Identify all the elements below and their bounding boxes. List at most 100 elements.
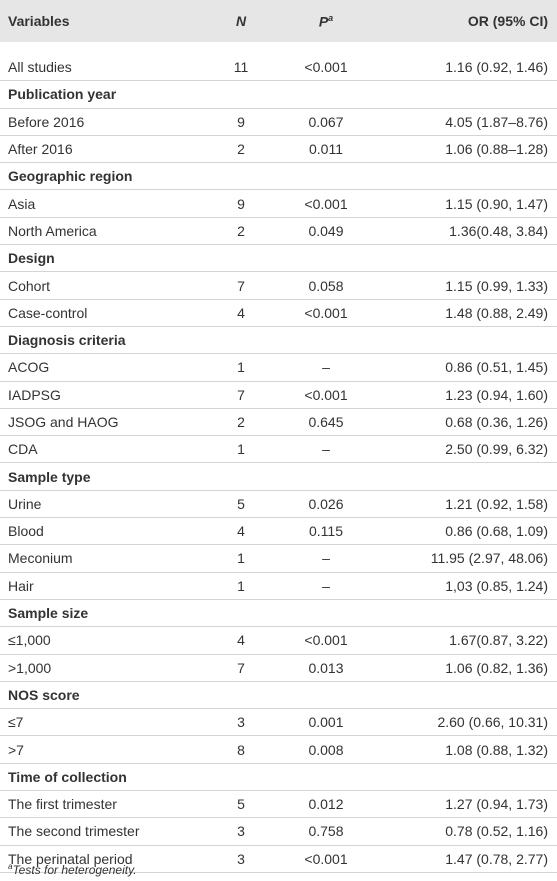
header-cell: Variables [0, 0, 198, 42]
cell: ≤7 [8, 714, 24, 731]
cell: 9 [237, 195, 245, 212]
cell: 7 [237, 277, 245, 294]
cell: 2.60 (0.66, 10.31) [437, 714, 548, 731]
cell: 0.049 [308, 222, 344, 239]
cell: 1.27 (0.94, 1.73) [445, 796, 548, 813]
header-text: OR (95% CI) [467, 13, 548, 29]
header-cell: N [198, 0, 284, 42]
cell: 11 [233, 59, 249, 76]
cell: 4 [237, 304, 245, 321]
data-row: ≤1,000 4 <0.001 1.67(0.87, 3.22) [0, 627, 557, 655]
footnote: aTests for heterogeneity. [8, 862, 137, 877]
section-row: Design [0, 245, 557, 272]
cell: – [322, 441, 330, 458]
cell: All studies [8, 59, 72, 76]
cell: 3 [237, 714, 245, 731]
header-cell: Pa [284, 0, 368, 42]
cell: The first trimester [8, 796, 117, 813]
cell: 1.47 (0.78, 2.77) [445, 850, 548, 867]
cell: 0.001 [308, 714, 344, 731]
cell: 0.115 [309, 523, 343, 540]
data-row: Asia 9 <0.001 1.15 (0.90, 1.47) [0, 190, 557, 218]
header-text: P [318, 13, 329, 30]
cell: 0.008 [308, 741, 344, 758]
cell: 1.67(0.87, 3.22) [449, 632, 548, 649]
cell: The perinatal period [8, 850, 133, 867]
section-label: Diagnosis criteria [8, 332, 126, 349]
cell: Asia [8, 195, 36, 212]
cell: Meconium [8, 550, 73, 567]
data-row: The second trimester 3 0.758 0.78 (0.52, 1.… [0, 818, 557, 846]
cell: Urine [8, 495, 42, 512]
cell: >7 [8, 741, 24, 758]
cell: 8 [237, 741, 245, 758]
cell: – [322, 359, 330, 376]
cell: 1.06 (0.88–1.28) [445, 141, 548, 158]
cell: 2 [237, 414, 245, 430]
section-label: Time of collection [8, 768, 127, 785]
cell: Case-control [8, 304, 88, 321]
cell: 0.012 [308, 796, 344, 813]
cell: 0.013 [308, 659, 344, 676]
data-row: The perinatal period 3 <0.001 1.47 (0.78, 2… [0, 845, 557, 873]
data-row: Hair 1 – 1,03 (0.85, 1.24) [0, 572, 557, 600]
cell: Hair [8, 577, 34, 594]
section-row: Geographic region [0, 163, 557, 190]
data-row: Cohort 7 0.058 1.15 (0.99, 1.33) [0, 272, 557, 300]
cell: 0.86 (0.51, 1.45) [445, 359, 548, 376]
data-row: JSOG and HAOG 2 0.645 0.68 (0.36, 1.26) [0, 408, 557, 436]
cell: <0.001 [304, 304, 348, 321]
cell: – [322, 577, 330, 594]
section-label: Design [8, 250, 55, 267]
cell: 1 [237, 441, 245, 458]
data-row: Urine 5 0.026 1.21 (0.92, 1.58) [0, 490, 557, 518]
cell: 5 [237, 495, 245, 512]
cell: 3 [237, 850, 245, 867]
cell: 7 [237, 386, 245, 403]
section-row: Publication year [0, 81, 557, 109]
cell: Cohort [8, 277, 51, 294]
data-row: Case-control 4 <0.001 1.48 (0.88, 2.49) [0, 299, 557, 327]
header-superscript: a [328, 12, 334, 23]
cell: 0.058 [308, 277, 344, 294]
cell: 2 [237, 141, 245, 158]
cell: 1.23 (0.94, 1.60) [445, 386, 548, 403]
cell: >1,000 [8, 659, 52, 676]
cell: ≤1,000 [8, 632, 51, 649]
cell: 1.08 (0.88, 1.32) [445, 741, 548, 758]
cell: 4 [237, 523, 245, 540]
cell: <0.001 [304, 386, 348, 403]
cell: 4 [237, 632, 245, 649]
section-label: Geographic region [8, 168, 133, 185]
cell: 11.95 (2.97, 48.06) [430, 550, 548, 567]
cell: JSOG and HAOG [8, 414, 119, 430]
data-row: CDA 1 – 2.50 (0.99, 6.32) [0, 436, 557, 463]
cell: 0.067 [308, 113, 344, 130]
data-row: IADPSG 7 <0.001 1.23 (0.94, 1.60) [0, 381, 557, 409]
cell: <0.001 [304, 850, 348, 867]
data-row: Meconium 1 – 11.95 (2.97, 48.06) [0, 545, 557, 573]
cell: CDA [8, 441, 38, 458]
footnote-text: Tests for heterogeneity. [12, 863, 137, 877]
cell: 0.011 [309, 141, 343, 158]
section-label: Publication year [8, 86, 117, 103]
table-body: All studies 11 <0.001 1.16 (0.92, 1.46) Publ… [0, 42, 557, 873]
data-row: Blood 4 0.115 0.86 (0.68, 1.09) [0, 518, 557, 545]
cell: 0.68 (0.36, 1.26) [445, 414, 548, 430]
cell: 1.06 (0.82, 1.36) [445, 659, 548, 676]
cell: 1.21 (0.92, 1.58) [445, 495, 548, 512]
cell: North America [8, 222, 97, 239]
section-row: Sample size [0, 599, 557, 627]
cell: 0.78 (0.52, 1.16) [445, 823, 548, 840]
section-label: NOS score [8, 686, 80, 703]
data-row: >7 8 0.008 1.08 (0.88, 1.32) [0, 736, 557, 764]
data-row: All studies 11 <0.001 1.16 (0.92, 1.46) [0, 54, 557, 81]
footnote-marker: a [8, 862, 13, 871]
cell: 1.36(0.48, 3.84) [449, 222, 548, 239]
header-row: Variables N Pa OR (95% CI) [0, 0, 557, 42]
data-row: ≤7 3 0.001 2.60 (0.66, 10.31) [0, 709, 557, 736]
cell: 0.645 [308, 414, 344, 430]
cell: 1.48 (0.88, 2.49) [445, 304, 548, 321]
cell: 3 [237, 823, 245, 840]
